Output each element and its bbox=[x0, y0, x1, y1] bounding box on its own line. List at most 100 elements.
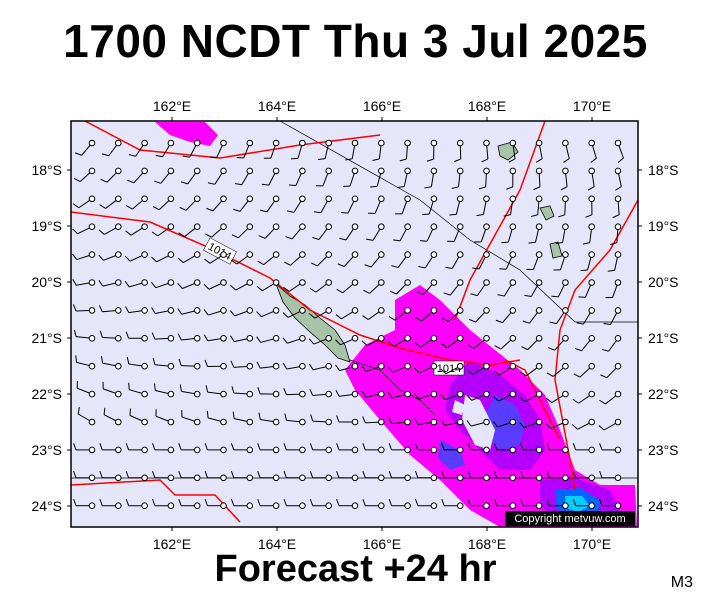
isobar-label: 1014 bbox=[437, 363, 461, 375]
wind-barb bbox=[574, 335, 596, 352]
wind-barb bbox=[493, 390, 517, 402]
wind-barb bbox=[335, 362, 359, 372]
wind-barb bbox=[151, 223, 175, 237]
wind-barb bbox=[476, 195, 490, 217]
wind-barb bbox=[467, 443, 490, 454]
wind-barb bbox=[73, 498, 96, 510]
wind-barb bbox=[256, 361, 280, 370]
wind-barb bbox=[336, 498, 359, 510]
wind-barb bbox=[600, 362, 622, 379]
wind-barb bbox=[72, 304, 96, 314]
wind-barb bbox=[603, 307, 622, 326]
wind-barb bbox=[229, 307, 254, 317]
wind-barb bbox=[125, 471, 148, 482]
wind-barb bbox=[128, 382, 148, 398]
wind-barb bbox=[499, 251, 517, 270]
wind-barb bbox=[388, 335, 411, 347]
wind-barb bbox=[451, 167, 464, 189]
wind-barb bbox=[257, 251, 280, 266]
wind-barb bbox=[309, 279, 333, 293]
wind-barb bbox=[572, 390, 596, 404]
wind-barb bbox=[440, 362, 464, 375]
wind-barb bbox=[126, 195, 148, 210]
lon-label-top: 170°E bbox=[573, 98, 611, 114]
wind-barb bbox=[234, 167, 254, 186]
lat-label-left: 20°S bbox=[31, 274, 62, 290]
wind-barb bbox=[598, 418, 622, 431]
wind-barb bbox=[258, 223, 280, 239]
wind-barb bbox=[467, 362, 490, 375]
wind-barb bbox=[72, 195, 96, 209]
wind-barb bbox=[454, 139, 464, 163]
wind-barb bbox=[388, 307, 411, 321]
wind-barb bbox=[582, 223, 596, 245]
wind-barb bbox=[336, 443, 359, 454]
wind-barb bbox=[546, 390, 569, 404]
wind-barb bbox=[335, 335, 359, 346]
wind-barb bbox=[612, 195, 622, 219]
wind-barb bbox=[526, 251, 543, 271]
lat-label-left: 19°S bbox=[31, 218, 62, 234]
wind-barb bbox=[610, 223, 622, 246]
wind-barb bbox=[440, 390, 464, 401]
wind-barb bbox=[422, 195, 438, 215]
wind-barb bbox=[72, 278, 96, 286]
lat-label-right: 20°S bbox=[648, 274, 679, 290]
wind-barb bbox=[282, 362, 306, 370]
wind-barb bbox=[178, 443, 201, 454]
wind-barb bbox=[528, 223, 543, 244]
wind-barb bbox=[283, 279, 306, 292]
wind-barb bbox=[207, 167, 227, 185]
wind-barb bbox=[614, 167, 622, 191]
wind-barb bbox=[99, 330, 122, 342]
wind-barb bbox=[258, 412, 280, 426]
wind-barb bbox=[535, 139, 543, 163]
wind-barb bbox=[585, 195, 596, 218]
wind-barb bbox=[362, 471, 385, 482]
wind-barb bbox=[366, 223, 385, 241]
lon-label-bottom: 162°E bbox=[153, 536, 191, 552]
copyright-text: Copyright metvuw.com bbox=[514, 513, 625, 525]
wind-barb bbox=[415, 307, 438, 322]
lon-label-top: 166°E bbox=[363, 98, 401, 114]
wind-barb bbox=[474, 223, 490, 243]
wind-barb bbox=[420, 223, 438, 242]
lat-label-left: 23°S bbox=[31, 442, 62, 458]
wind-barb bbox=[260, 195, 280, 213]
wind-barb bbox=[75, 355, 96, 370]
lat-label-right: 23°S bbox=[648, 442, 679, 458]
wind-barb bbox=[180, 167, 201, 185]
wind-barb bbox=[102, 381, 122, 398]
wind-barb bbox=[204, 443, 227, 454]
wind-barb bbox=[231, 386, 254, 398]
wind-barb bbox=[206, 410, 227, 426]
lat-label-left: 18°S bbox=[31, 162, 62, 178]
wind-barb bbox=[418, 251, 438, 269]
wind-barb bbox=[233, 195, 254, 212]
wind-barb bbox=[336, 415, 359, 426]
wind-barb bbox=[530, 195, 543, 218]
wind-barb bbox=[155, 409, 175, 426]
wind-barb bbox=[310, 414, 333, 426]
wind-barb bbox=[204, 359, 227, 370]
wind-barb bbox=[520, 498, 543, 510]
lon-label-bottom: 166°E bbox=[363, 536, 401, 552]
wind-barb bbox=[441, 335, 464, 349]
map-frame bbox=[70, 120, 639, 528]
wind-barb bbox=[361, 390, 385, 398]
wind-barb bbox=[391, 251, 411, 269]
wind-barb bbox=[399, 139, 411, 162]
wind-barb bbox=[571, 418, 596, 430]
wind-barb bbox=[494, 335, 517, 350]
wind-barb bbox=[449, 195, 464, 216]
wind-barb bbox=[468, 307, 490, 323]
wind-barb bbox=[558, 195, 569, 218]
wind-barb bbox=[152, 498, 175, 510]
wind-barb bbox=[508, 139, 517, 163]
wind-barb bbox=[467, 498, 490, 510]
wind-barb bbox=[493, 362, 517, 376]
wind-barb bbox=[103, 407, 122, 426]
wind-barb bbox=[426, 139, 438, 162]
wind-barb bbox=[416, 279, 438, 296]
